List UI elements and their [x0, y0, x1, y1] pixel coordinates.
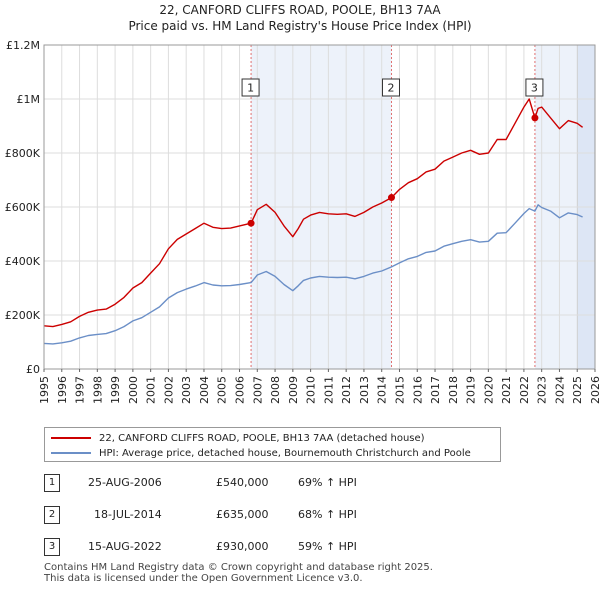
x-tick-label: 2002: [162, 376, 175, 404]
x-tick-label: 1995: [38, 376, 51, 404]
sale-hpi-change: 68% ↑ HPI: [298, 508, 357, 521]
footer-line-1: Contains HM Land Registry data © Crown c…: [44, 562, 433, 573]
sale-price: £930,000: [216, 540, 269, 553]
legend-item-hpi: HPI: Average price, detached house, Bour…: [51, 446, 471, 460]
x-tick-label: 2007: [251, 376, 264, 404]
sale-label-text: 2: [387, 82, 394, 95]
x-tick-label: 2017: [429, 376, 442, 404]
y-tick-label: £1M: [17, 93, 41, 106]
sale-number: 3: [44, 538, 60, 556]
x-tick-label: 2006: [234, 376, 247, 404]
sale-marker-label: 3: [525, 78, 544, 97]
sale-row: 3 15-AUG-2022 £930,000 59% ↑ HPI: [44, 538, 444, 558]
y-tick-label: £1.2M: [6, 39, 40, 52]
x-tick-label: 2001: [145, 376, 158, 404]
x-tick-label: 1997: [74, 376, 87, 404]
sale-point: [247, 219, 255, 227]
sale-label-text: 3: [531, 82, 538, 95]
plot-frame: [43, 44, 596, 370]
sale-hpi-change: 59% ↑ HPI: [298, 540, 357, 553]
y-tick-label: £0: [26, 363, 40, 376]
x-tick-label: 2003: [180, 376, 193, 404]
x-tick-label: 2005: [216, 376, 229, 404]
sale-label-box: [381, 78, 400, 97]
legend-label-property: 22, CANFORD CLIFFS ROAD, POOLE, BH13 7AA…: [99, 432, 425, 444]
footer: Contains HM Land Registry data © Crown c…: [44, 562, 433, 584]
x-tick-label: 2000: [127, 376, 140, 404]
x-tick-label: 2025: [571, 376, 584, 404]
x-tick-label: 1999: [109, 376, 122, 404]
sale-marker-label: 1: [241, 78, 260, 97]
sale-label-box: [241, 78, 260, 97]
sale-price: £540,000: [216, 476, 269, 489]
sale-label-box: [525, 78, 544, 97]
x-tick-label: 2011: [322, 376, 335, 404]
sale-date: 15-AUG-2022: [88, 540, 162, 553]
x-tick-label: 2013: [358, 376, 371, 404]
sale-price: £635,000: [216, 508, 269, 521]
sale-point: [387, 194, 395, 202]
y-tick-label: £800K: [5, 147, 41, 160]
x-tick-label: 2026: [589, 376, 600, 404]
x-tick-label: 2023: [536, 376, 549, 404]
legend-swatch-hpi: [51, 452, 91, 454]
y-tick-label: £200K: [5, 309, 41, 322]
sale-hpi-change: 69% ↑ HPI: [298, 476, 357, 489]
title-line-1: 22, CANFORD CLIFFS ROAD, POOLE, BH13 7AA: [159, 3, 441, 17]
footer-line-2: This data is licensed under the Open Gov…: [44, 573, 363, 584]
y-tick-label: £600K: [5, 201, 41, 214]
x-tick-label: 2020: [482, 376, 495, 404]
x-tick-label: 2019: [465, 376, 478, 404]
x-tick-label: 2015: [393, 376, 406, 404]
title-line-2: Price paid vs. HM Land Registry's House …: [128, 19, 472, 33]
price-chart: 1 2 3 £0 £200K £400K £600K £800K £1M £1.2M 1995 19…: [5, 39, 600, 404]
legend-item-property: 22, CANFORD CLIFFS ROAD, POOLE, BH13 7AA…: [51, 431, 425, 445]
sale-label-text: 1: [247, 82, 254, 95]
property-price-line: [43, 98, 584, 328]
y-tick-label: £400K: [5, 255, 41, 268]
x-tick-label: 2008: [269, 376, 282, 404]
x-tick-label: 2024: [553, 376, 566, 404]
sale-date: 18-JUL-2014: [94, 508, 162, 521]
hpi-line: [43, 204, 583, 345]
sale-marker-label: 2: [381, 78, 400, 97]
legend-swatch-property: [51, 437, 91, 439]
sale-date: 25-AUG-2006: [88, 476, 162, 489]
x-tick-label: 2014: [376, 376, 389, 404]
sale-number: 1: [44, 474, 60, 492]
x-tick-label: 1996: [56, 376, 69, 404]
x-tick-label: 2010: [305, 376, 318, 404]
sale-row: 2 18-JUL-2014 £635,000 68% ↑ HPI: [44, 506, 444, 526]
sale-row: 1 25-AUG-2006 £540,000 69% ↑ HPI: [44, 474, 444, 494]
x-tick-label: 2004: [198, 376, 211, 404]
sale-point: [531, 114, 539, 122]
sale-number: 2: [44, 506, 60, 524]
x-tick-label: 2018: [447, 376, 460, 404]
chart-title: 22, CANFORD CLIFFS ROAD, POOLE, BH13 7AA…: [0, 2, 600, 34]
x-tick-label: 2021: [500, 376, 513, 404]
x-tick-label: 2022: [518, 376, 531, 404]
x-tick-label: 2009: [287, 376, 300, 404]
legend-label-hpi: HPI: Average price, detached house, Bour…: [99, 447, 471, 459]
legend: 22, CANFORD CLIFFS ROAD, POOLE, BH13 7AA…: [44, 427, 501, 462]
x-tick-label: 2016: [411, 376, 424, 404]
x-tick-label: 2012: [340, 376, 353, 404]
x-tick-label: 1998: [91, 376, 104, 404]
